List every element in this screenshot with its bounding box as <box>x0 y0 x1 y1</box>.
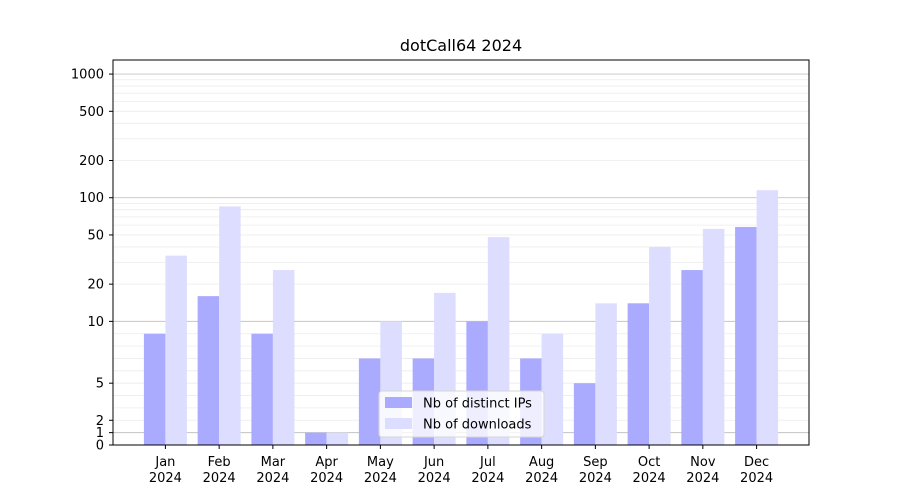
bar-distinct-ips <box>573 383 596 445</box>
plot-frame <box>112 59 810 446</box>
bar-distinct-ips <box>251 333 273 445</box>
bar-downloads <box>702 228 725 445</box>
y-tick-label: 0 <box>96 439 104 454</box>
y-axis: 012 5 10 20 50 100 200 500 1000 <box>71 68 113 454</box>
y-tick-label: 10 <box>87 315 104 330</box>
bar-distinct-ips <box>197 296 220 445</box>
y-tick-label: 50 <box>87 228 104 243</box>
x-tick-label: Nov 2024 <box>686 455 719 486</box>
legend-swatch <box>385 418 412 429</box>
bar-downloads <box>649 246 671 445</box>
bar-downloads <box>326 432 349 445</box>
x-tick-label: Sep 2024 <box>579 455 612 486</box>
y-tick-label: 20 <box>87 278 104 293</box>
x-tick-label: Dec 2024 <box>740 455 773 486</box>
bar-distinct-ips <box>305 432 327 445</box>
bar-downloads <box>165 255 187 445</box>
bar-distinct-ips <box>143 333 166 445</box>
x-tick-label: Mar 2024 <box>256 455 289 486</box>
bar-downloads <box>595 303 617 445</box>
chart-title: dotCall64 2024 <box>400 36 522 55</box>
bar-downloads <box>541 333 564 445</box>
x-tick-label: Feb 2024 <box>203 455 236 486</box>
y-tick-label: 1000 <box>71 68 104 83</box>
x-tick-label: May 2024 <box>364 455 397 486</box>
bar-distinct-ips <box>681 270 703 445</box>
x-tick-label: Oct 2024 <box>633 455 666 486</box>
legend-label: Nb of distinct IPs <box>423 397 532 412</box>
legend: Nb of distinct IPs Nb of downloads <box>378 390 545 438</box>
y-tick-label: 2 <box>96 414 104 429</box>
x-tick-label: Jun 2024 <box>418 455 451 486</box>
legend-box <box>378 390 545 438</box>
y-tick-label: 1 <box>96 426 104 441</box>
bar-distinct-ips <box>735 226 757 445</box>
bar-downloads <box>272 270 295 445</box>
bar-distinct-ips <box>627 303 650 445</box>
x-tick-label: Apr 2024 <box>310 455 343 486</box>
legend-swatch <box>385 397 412 408</box>
y-tick-label: 5 <box>96 377 104 392</box>
x-axis: Jan 2024 Feb 2024 Mar 2024 Apr 2024 May 2024 Jun 20… <box>149 445 773 486</box>
bar-downloads <box>219 206 241 445</box>
x-tick-label: Jan 2024 <box>149 455 182 486</box>
bar-downloads <box>756 190 779 445</box>
x-tick-label: Aug 2024 <box>525 455 558 486</box>
legend-label: Nb of downloads <box>423 418 532 433</box>
y-tick-label: 100 <box>79 191 104 206</box>
x-tick-label: Jul 2024 <box>471 455 504 486</box>
bar-distinct-ips <box>358 358 381 445</box>
y-tick-label: 500 <box>79 105 104 120</box>
y-tick-label: 200 <box>79 154 104 169</box>
